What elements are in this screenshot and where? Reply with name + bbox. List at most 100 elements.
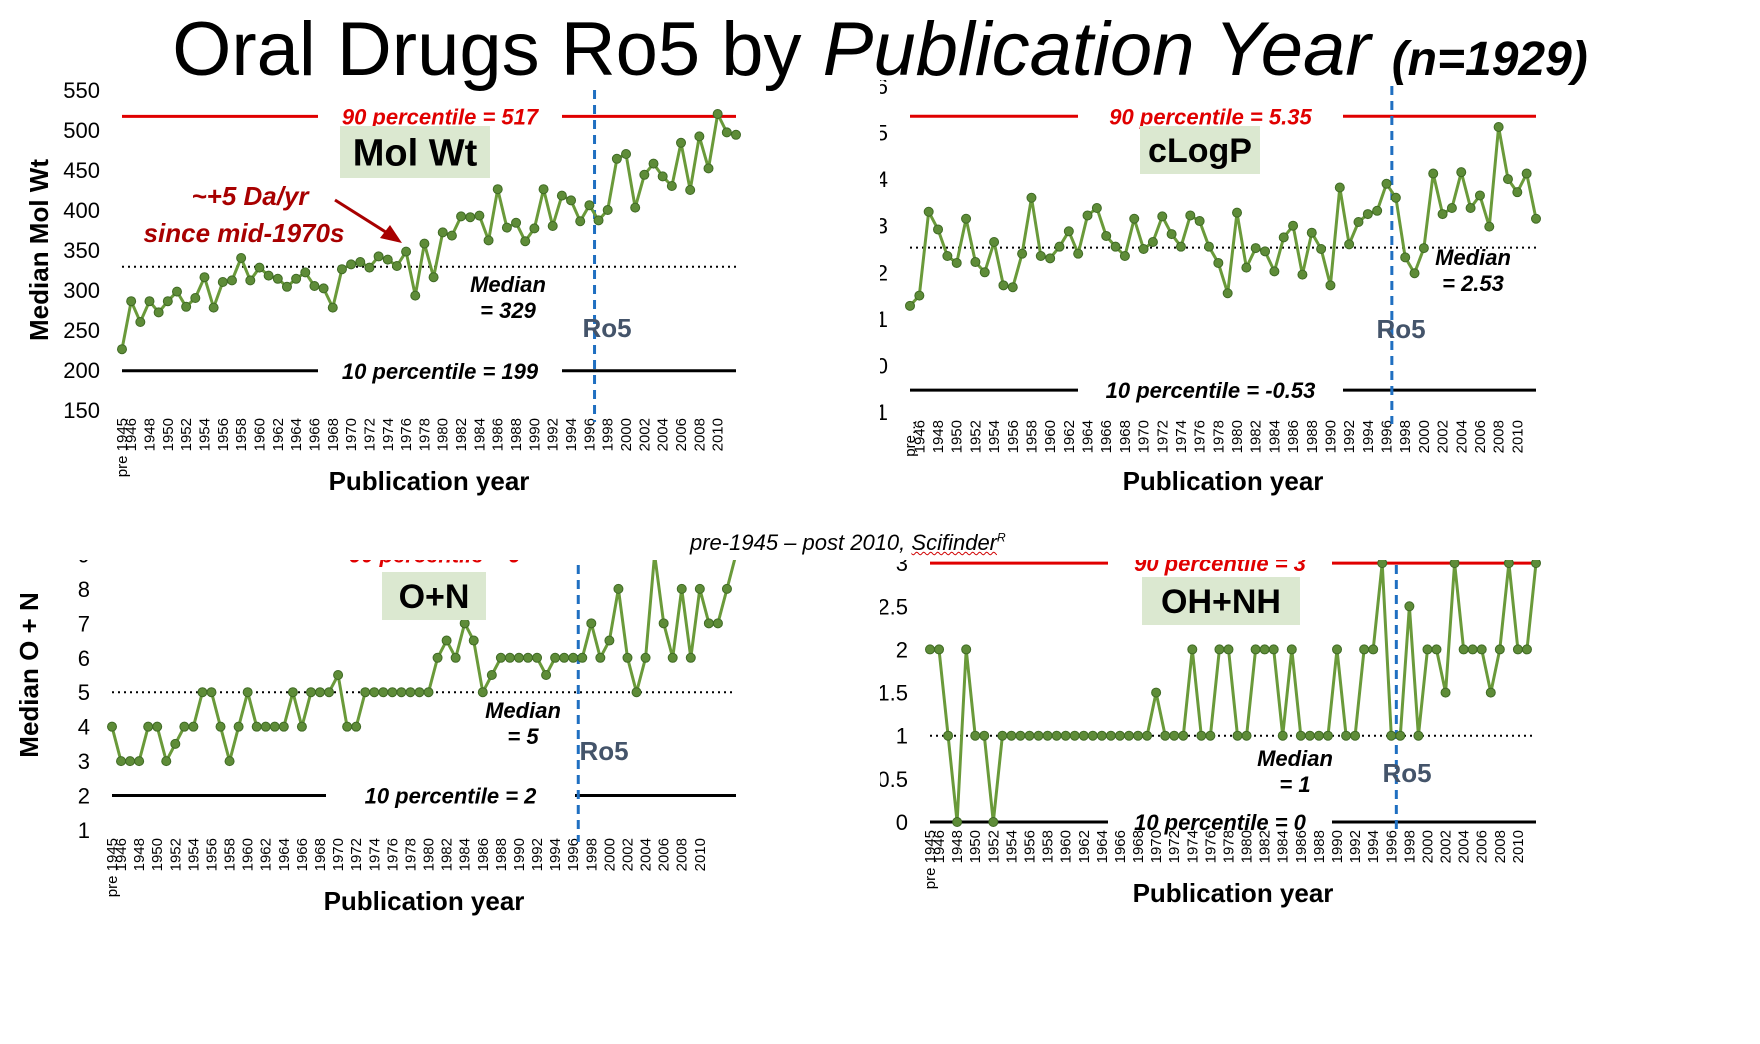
- x-tick-label: 1978: [416, 418, 433, 451]
- data-point: [1465, 203, 1476, 214]
- x-tick-label: 1972: [348, 838, 365, 871]
- source-note-source: Scifinder: [911, 530, 997, 555]
- data-point: [566, 195, 577, 206]
- x-tick-label: 1974: [380, 418, 397, 451]
- y-tick-label: 550: [63, 80, 100, 103]
- data-point: [336, 264, 347, 275]
- x-tick-label: 1958: [1023, 420, 1040, 453]
- x-tick-label: 1984: [457, 838, 474, 871]
- data-point: [483, 235, 494, 246]
- x-tick-label: 1986: [490, 418, 507, 451]
- x-tick-label: 1964: [276, 838, 293, 871]
- x-tick-label: 1968: [1117, 420, 1134, 453]
- median-value-label: = 329: [480, 298, 536, 323]
- data-point: [242, 687, 253, 698]
- data-point: [1313, 730, 1324, 741]
- y-tick-label: 7: [78, 611, 90, 636]
- x-tick-label: 2000: [618, 418, 635, 451]
- chart-label: OH+NH: [1161, 583, 1281, 621]
- y-tick-label: 8: [78, 577, 90, 602]
- y-axis-title: Median Mol Wt: [24, 159, 54, 341]
- x-tick-label: 1954: [986, 420, 1003, 453]
- data-point: [1214, 644, 1225, 655]
- p10-label: 10 percentile = 0: [1134, 810, 1307, 835]
- data-point: [170, 738, 181, 749]
- x-tick-label: 1984: [1275, 830, 1292, 863]
- data-point: [126, 296, 137, 307]
- x-tick-label: 1964: [288, 418, 305, 451]
- data-point: [712, 109, 723, 119]
- y-tick-label: 150: [63, 398, 100, 423]
- data-point: [1178, 730, 1189, 741]
- x-tick-label: 1960: [1058, 830, 1075, 863]
- p10-label: 10 percentile = 199: [342, 359, 539, 384]
- data-point: [346, 259, 357, 270]
- x-tick-label: 1994: [1360, 420, 1377, 453]
- x-tick-label: 1972: [361, 418, 378, 451]
- data-point: [152, 721, 163, 732]
- data-point: [1277, 730, 1288, 741]
- x-tick-label: 2004: [638, 838, 655, 871]
- data-point: [622, 652, 633, 663]
- data-point: [961, 644, 972, 655]
- data-point: [300, 267, 311, 278]
- x-tick-label: 1968: [325, 418, 342, 451]
- data-point: [1395, 730, 1406, 741]
- data-point: [667, 652, 678, 663]
- data-point: [905, 300, 915, 311]
- data-point: [1467, 644, 1478, 655]
- median-label: Median: [470, 272, 546, 297]
- x-tick-label: 1948: [131, 838, 148, 871]
- y-axis-title: Median O + N: [14, 592, 44, 757]
- x-tick-label: 1998: [583, 838, 600, 871]
- chart-molwt: 150 200 250 300 350 400 450 500 550 Median Mol Wt…: [24, 80, 741, 496]
- data-point: [703, 163, 714, 174]
- x-tick-label: 1988: [1311, 830, 1328, 863]
- x-tick-label: 1994: [547, 838, 564, 871]
- y-tick-label: 3: [896, 560, 908, 576]
- data-point: [428, 272, 439, 283]
- page-title: Oral Drugs Ro5 by Publication Year (n=19…: [0, 0, 1760, 100]
- data-point: [391, 261, 402, 271]
- data-point: [161, 756, 172, 767]
- data-point: [1288, 220, 1299, 231]
- x-tick-label: 2010: [1509, 420, 1526, 453]
- x-tick-label: 2002: [1435, 420, 1452, 453]
- data-point: [1133, 730, 1144, 741]
- x-tick-label: 1970: [343, 418, 360, 451]
- y-tick-label: 9: [78, 560, 90, 567]
- data-point: [1400, 252, 1411, 263]
- data-point: [477, 687, 488, 698]
- data-point: [559, 652, 570, 663]
- data-point: [254, 262, 265, 273]
- x-tick-label: 1958: [1040, 830, 1057, 863]
- x-tick-label: 1998: [1401, 830, 1418, 863]
- data-point: [657, 171, 668, 182]
- x-tick-label: 1946: [911, 420, 928, 453]
- data-point: [1096, 730, 1107, 741]
- data-point: [513, 652, 524, 663]
- x-tick-label: 1946: [123, 418, 140, 451]
- data-point: [315, 687, 325, 698]
- data-point: [1101, 230, 1112, 241]
- data-point: [1474, 190, 1485, 201]
- title-italic: Publication Year: [822, 7, 1371, 92]
- x-tick-label: 1984: [1266, 420, 1283, 453]
- data-point: [1476, 644, 1487, 655]
- data-point: [1241, 730, 1252, 741]
- data-point: [1045, 253, 1056, 264]
- y-tick-label: 200: [63, 358, 100, 383]
- data-point: [287, 687, 298, 698]
- x-tick-label: pre 1945: [114, 418, 131, 477]
- data-point: [1484, 221, 1495, 232]
- x-tick-label: 1952: [167, 838, 184, 871]
- data-point: [162, 296, 173, 307]
- data-point: [520, 236, 531, 247]
- y-tick-label: 0.5: [880, 767, 908, 792]
- x-tick-label: 1958: [233, 418, 250, 451]
- x-tick-label: 1960: [240, 838, 257, 871]
- x-tick-label: 2000: [601, 838, 618, 871]
- data-point: [550, 652, 561, 663]
- x-tick-label: pre 1945: [922, 830, 939, 889]
- data-point: [441, 635, 452, 646]
